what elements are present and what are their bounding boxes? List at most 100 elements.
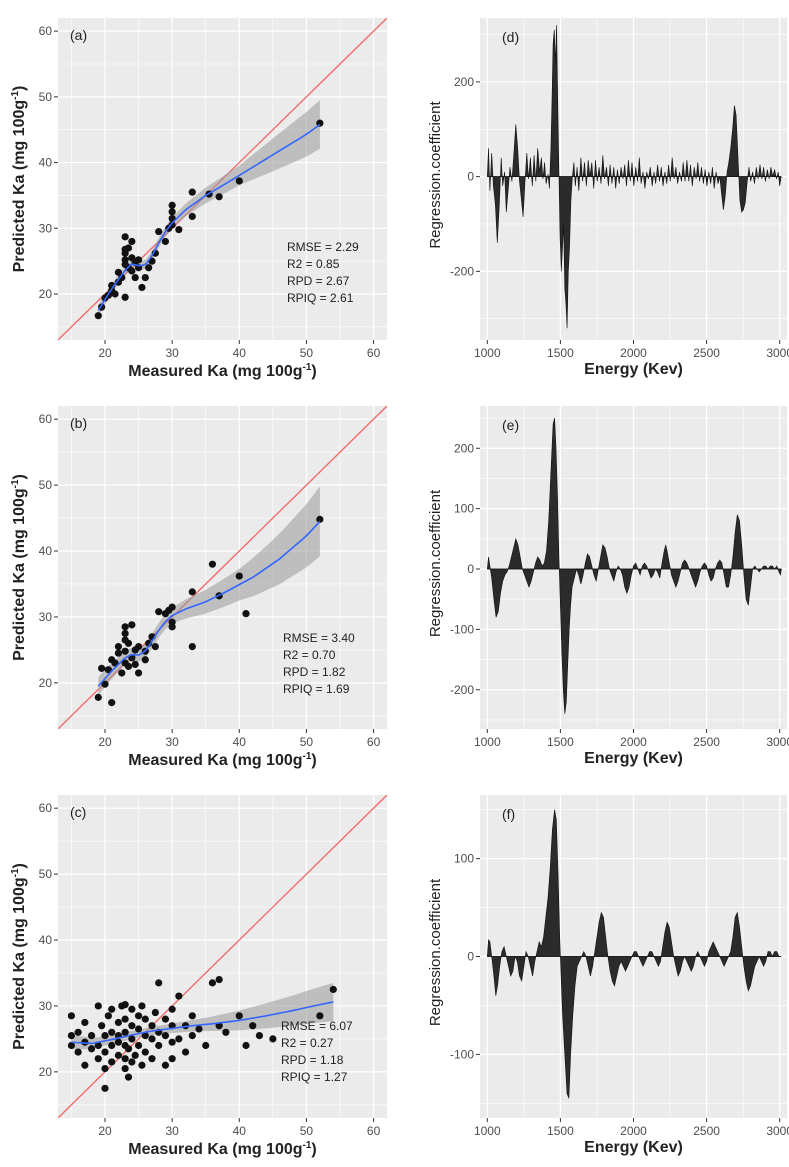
data-point	[114, 268, 123, 276]
data-point	[131, 1051, 139, 1059]
data-point	[181, 1048, 190, 1056]
data-point	[101, 1064, 109, 1073]
data-point	[235, 572, 243, 580]
data-point	[94, 1055, 102, 1063]
data-point	[188, 643, 196, 651]
data-point	[128, 1022, 136, 1030]
y-tick-label: 100	[454, 852, 474, 866]
plot-area	[486, 418, 782, 714]
data-point	[151, 643, 159, 651]
data-point	[108, 1058, 116, 1066]
y-tick-label: 30	[39, 999, 53, 1013]
data-point	[128, 267, 136, 275]
y-tick-label: 60	[39, 412, 53, 426]
data-point	[134, 1041, 143, 1050]
data-point	[108, 1028, 116, 1036]
y-axis-title-text: Predicted Ka (mg 100g	[11, 877, 28, 1050]
data-point	[81, 1018, 89, 1027]
x-tick-label: 60	[367, 1124, 381, 1138]
data-point	[121, 647, 129, 655]
data-point	[111, 290, 119, 298]
y-tick-label: 50	[39, 90, 53, 104]
data-point	[195, 1025, 203, 1033]
panel-f: (f) 1000 1500 2000 2500 3000 -100 0 100 Energy (K…	[427, 795, 789, 1156]
data-point	[188, 588, 196, 596]
y-tick-label: 0	[467, 950, 474, 964]
data-point	[104, 1012, 112, 1020]
y-axis-title: Predicted Ka (mg 100g-1)	[10, 863, 28, 1050]
data-point	[114, 643, 123, 651]
panel-b: RMSE = 3.40 R2 = 0.70 RPD = 1.82 RPIQ = 1.6…	[10, 406, 387, 769]
x-tick-label: 1000	[474, 346, 501, 360]
y-axis-title-superscript: -1	[10, 479, 21, 488]
panel-a: RMSE = 2.29 R2 = 0.85 RPD = 2.67 RPIQ = 2.6…	[10, 18, 387, 380]
data-point	[87, 1032, 96, 1040]
data-point	[175, 1035, 183, 1043]
data-point	[128, 237, 136, 246]
y-tick-label: 20	[39, 287, 53, 301]
x-tick-label: 50	[300, 346, 314, 360]
data-point	[208, 979, 217, 987]
data-point	[124, 244, 133, 252]
panel-label: (a)	[70, 27, 87, 43]
y-tick-label: 0	[467, 562, 474, 576]
y-tick-label: 40	[39, 933, 53, 947]
data-point	[94, 1041, 102, 1050]
data-point	[148, 1035, 156, 1043]
data-point	[242, 1041, 250, 1050]
data-point	[101, 680, 109, 688]
data-point	[269, 1035, 277, 1043]
x-tick-label: 1500	[547, 346, 574, 360]
y-axis-title: Predicted Ka (mg 100g-1)	[10, 86, 28, 273]
data-point	[141, 1032, 149, 1040]
y-tick-label: -100	[450, 1047, 474, 1061]
x-axis-title-superscript: -1	[303, 751, 312, 762]
y-axis-title: Regression.coefficient	[427, 101, 444, 249]
data-point	[128, 1058, 136, 1066]
y-tick-label: -100	[450, 622, 474, 636]
x-tick-label: 2500	[693, 346, 720, 360]
data-point	[222, 1028, 230, 1036]
y-axis-title: Regression.coefficient	[427, 878, 444, 1026]
data-point	[114, 1051, 123, 1059]
data-point	[114, 1018, 123, 1027]
data-point	[188, 212, 196, 221]
data-point	[168, 221, 176, 229]
plot-area	[58, 795, 387, 1118]
data-point	[124, 1045, 133, 1053]
stat-label: R2 = 0.85	[287, 257, 340, 271]
data-point	[208, 560, 217, 568]
data-point	[101, 1032, 109, 1040]
x-tick-label: 40	[233, 346, 247, 360]
data-point	[128, 1005, 136, 1013]
data-point	[145, 264, 153, 272]
x-tick-label: 50	[300, 735, 314, 749]
x-tick-label: 2500	[693, 735, 720, 749]
stat-label: RMSE = 3.40	[283, 631, 355, 645]
stat-label: RPD = 2.67	[287, 274, 350, 288]
data-point	[141, 273, 149, 282]
data-point	[145, 639, 153, 647]
data-point	[148, 1055, 156, 1063]
data-point	[202, 1041, 210, 1050]
data-point	[161, 237, 170, 246]
data-point	[128, 1035, 136, 1043]
data-point	[114, 649, 123, 657]
x-tick-label: 40	[233, 735, 247, 749]
smooth-line	[97, 123, 321, 311]
y-tick-label: -200	[450, 264, 474, 278]
stat-label: RPD = 1.18	[281, 1053, 344, 1067]
panel-label: (c)	[70, 804, 86, 820]
x-axis-title-text: Measured Ka (mg 100g	[128, 752, 302, 769]
data-point	[74, 1048, 82, 1056]
data-point	[161, 1061, 170, 1069]
data-point	[175, 226, 183, 234]
x-axis-title: Measured Ka (mg 100g-1)	[128, 362, 317, 380]
data-point	[155, 608, 163, 616]
x-tick-label: 40	[233, 1124, 247, 1138]
data-point	[114, 1038, 123, 1046]
data-point	[134, 1025, 143, 1033]
data-point	[161, 1032, 170, 1040]
x-tick-label: 3000	[766, 1124, 789, 1138]
